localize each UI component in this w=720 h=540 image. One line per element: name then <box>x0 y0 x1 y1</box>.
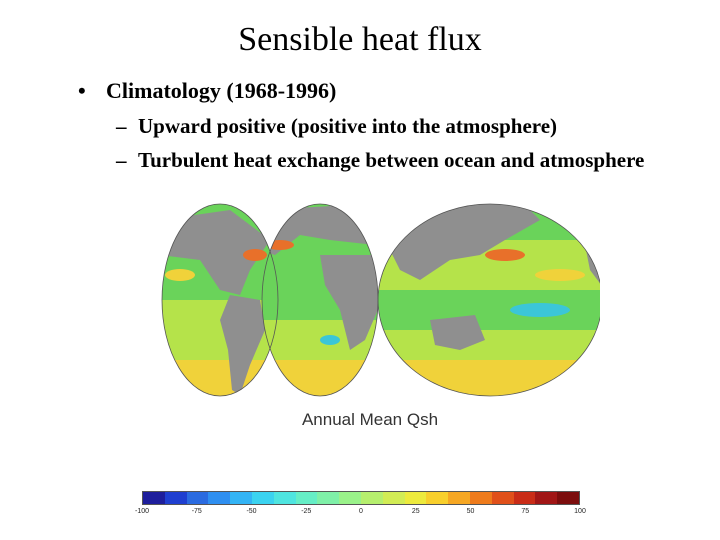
colorbar-swatch <box>382 492 405 504</box>
colorbar <box>142 491 580 505</box>
bullet-text: Climatology (1968-1996) <box>106 78 337 103</box>
sub-bullet-text: Turbulent heat exchange between ocean an… <box>138 148 645 172</box>
colorbar-tick-label: -25 <box>301 508 312 515</box>
colorbar-tick-label: 25 <box>411 508 420 515</box>
bullet-list: • Climatology (1968-1996) – Upward posit… <box>78 76 698 174</box>
sub-bullet-text: Upward positive (positive into the atmos… <box>138 114 558 138</box>
world-map-figure <box>161 203 600 397</box>
colorbar-swatch <box>251 492 274 504</box>
colorbar-swatch <box>186 492 209 504</box>
bullet-dot-icon: • <box>78 78 86 103</box>
bullet-item: • Climatology (1968-1996) <box>78 76 698 106</box>
dash-icon: – <box>116 148 127 172</box>
colorbar-swatch <box>448 492 470 504</box>
map-lobe-atlantic <box>262 204 378 396</box>
slide-title: Sensible heat flux <box>238 21 482 58</box>
colorbar-tick-label: -50 <box>246 508 257 515</box>
colorbar-swatch <box>360 492 383 504</box>
colorbar-swatch <box>317 492 340 504</box>
colorbar-swatch <box>164 492 187 504</box>
colorbar-swatch <box>513 492 536 504</box>
dash-icon: – <box>116 114 127 138</box>
colorbar-swatch <box>469 492 492 504</box>
colorbar-swatch <box>208 492 231 504</box>
colorbar-swatch <box>491 492 514 504</box>
colorbar-swatch <box>273 492 296 504</box>
colorbar-swatch <box>404 492 427 504</box>
sub-bullet-item: – Turbulent heat exchange between ocean … <box>78 146 698 174</box>
colorbar-swatch <box>143 492 165 504</box>
colorbar-tick-label: -100 <box>134 508 150 515</box>
colorbar-ticks: -100 -75 -50 -25 0 25 50 75 100 <box>135 508 586 520</box>
colorbar-swatch <box>339 492 361 504</box>
map-lobe-americas <box>162 204 278 396</box>
sub-bullet-item: – Upward positive (positive into the atm… <box>78 112 698 140</box>
colorbar-swatch <box>295 492 318 504</box>
colorbar-tick-label: 75 <box>521 508 530 515</box>
colorbar-tick-label: 0 <box>359 508 363 515</box>
figure-caption: Annual Mean Qsh <box>301 410 439 429</box>
colorbar-tick-label: 50 <box>466 508 475 515</box>
colorbar-tick-label: 100 <box>574 508 586 515</box>
colorbar-swatch <box>426 492 449 504</box>
colorbar-swatch <box>230 492 252 504</box>
colorbar-tick-label: -75 <box>191 508 202 515</box>
colorbar-swatch <box>557 492 579 504</box>
colorbar-swatch <box>535 492 558 504</box>
